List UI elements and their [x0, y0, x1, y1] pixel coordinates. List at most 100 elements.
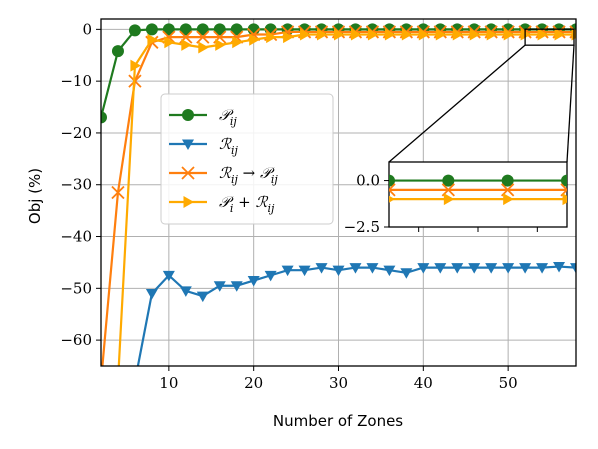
data-point-circle — [561, 174, 567, 187]
data-point-triangle — [147, 33, 158, 46]
data-point-triangle — [562, 193, 567, 206]
x-mark-stroke — [95, 376, 107, 388]
data-point-circle — [196, 23, 209, 36]
data-point-triangle — [520, 28, 532, 41]
data-point-triangle — [443, 193, 455, 206]
data-point-triangle — [519, 263, 532, 274]
connector-line — [388, 44, 526, 163]
inset-series — [389, 183, 567, 197]
data-point-triangle — [571, 28, 576, 41]
data-point-triangle — [183, 196, 194, 208]
data-point-circle — [230, 23, 243, 36]
data-point-circle — [213, 23, 226, 36]
data-point-triangle — [554, 28, 566, 41]
y-tick-label: −50 — [60, 279, 92, 297]
data-point-triangle — [553, 262, 566, 273]
legend-item: 𝒫i + ℛij — [169, 193, 275, 215]
data-point-triangle — [181, 38, 192, 51]
data-point-triangle — [182, 139, 194, 150]
data-point-triangle — [198, 41, 209, 54]
series-layer — [95, 23, 576, 388]
data-point-triangle — [389, 195, 395, 203]
x-mark-stroke — [111, 185, 125, 200]
data-point-triangle — [145, 288, 158, 300]
inset-series — [389, 174, 567, 187]
series-line — [136, 265, 576, 366]
data-point-triangle — [435, 28, 447, 41]
data-point-triangle — [503, 193, 514, 206]
y-tick-label: −60 — [60, 331, 92, 349]
data-point-triangle — [332, 265, 345, 277]
data-point-triangle — [350, 28, 362, 41]
x-mark-stroke — [389, 188, 396, 197]
data-point-triangle — [366, 263, 379, 274]
x-tick-label: 30 — [329, 374, 348, 392]
y-axis-label: Obj (%) — [26, 168, 44, 224]
inset-y-tick-label: 0.0 — [356, 172, 380, 190]
inset-series — [389, 193, 567, 206]
data-point-triangle — [164, 36, 175, 49]
data-point-triangle — [264, 270, 277, 282]
data-point-circle — [162, 23, 175, 36]
data-point-circle — [101, 111, 107, 124]
x-mark-stroke — [95, 376, 107, 388]
data-point-triangle — [249, 33, 260, 46]
data-point-x — [111, 185, 125, 200]
data-point-triangle — [266, 31, 277, 44]
data-point-circle — [179, 23, 192, 36]
x-tick-label: 10 — [159, 374, 178, 392]
data-point-triangle — [213, 281, 226, 292]
data-point-x — [95, 376, 107, 388]
x-mark-stroke — [181, 166, 195, 180]
y-tick-label: −30 — [60, 176, 92, 194]
data-point-circle — [389, 174, 395, 187]
data-point-triangle — [468, 263, 481, 274]
data-point-circle — [501, 174, 514, 187]
data-point-triangle — [537, 28, 549, 41]
x-tick-label: 20 — [244, 374, 263, 392]
legend-item: ℛij → 𝒫ij — [169, 164, 278, 186]
inset-y-tick-label: −2.5 — [344, 218, 380, 236]
series-clip-group — [95, 23, 576, 388]
legend-label: ℛij → 𝒫ij — [219, 164, 278, 186]
data-point-x — [389, 183, 396, 197]
data-point-triangle — [503, 28, 515, 41]
data-point-triangle — [130, 59, 141, 72]
data-point-circle — [442, 174, 455, 187]
data-point-circle — [111, 45, 124, 58]
x-mark-stroke — [389, 183, 396, 192]
zoom-box — [524, 28, 575, 46]
data-point-circle — [128, 24, 141, 37]
data-point-triangle — [113, 376, 124, 388]
inset-series-group — [389, 174, 567, 206]
data-point-triangle — [452, 28, 464, 41]
data-point-triangle — [179, 286, 192, 297]
x-tick-label: 50 — [499, 374, 518, 392]
data-point-triangle — [230, 281, 243, 292]
data-point-triangle — [196, 291, 209, 303]
ticks: 10 20 30 40 50 0 −10 −20 −30 −40 −50 −60 — [60, 20, 517, 392]
data-point-triangle — [434, 263, 447, 274]
data-point-triangle — [400, 268, 413, 279]
data-point-triangle — [502, 263, 515, 274]
data-point-triangle — [298, 265, 311, 277]
y-tick-label: −40 — [60, 228, 92, 246]
data-point-triangle — [300, 28, 311, 41]
legend-item: ℛij — [169, 135, 238, 157]
inset-plot: 0.0 −2.5 — [344, 161, 568, 236]
data-point-x — [196, 30, 210, 44]
data-point-triangle — [129, 377, 141, 388]
series — [129, 262, 576, 388]
data-point-triangle — [451, 263, 464, 274]
data-point-triangle — [570, 263, 576, 274]
data-point-triangle — [232, 36, 243, 49]
data-point-triangle — [486, 28, 498, 41]
legend-label: 𝒫i + ℛij — [219, 193, 275, 215]
data-point-triangle — [281, 265, 294, 277]
data-point-triangle — [317, 28, 328, 41]
data-point-triangle — [315, 263, 328, 274]
inset-frame — [388, 161, 568, 228]
data-point-triangle — [417, 263, 430, 274]
data-point-triangle — [485, 263, 498, 274]
